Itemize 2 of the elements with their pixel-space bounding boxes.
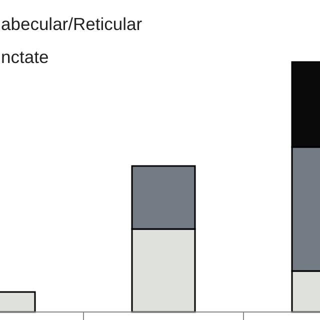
annotation: nctate xyxy=(1,47,49,67)
text: abecular/Reticular xyxy=(1,14,142,34)
